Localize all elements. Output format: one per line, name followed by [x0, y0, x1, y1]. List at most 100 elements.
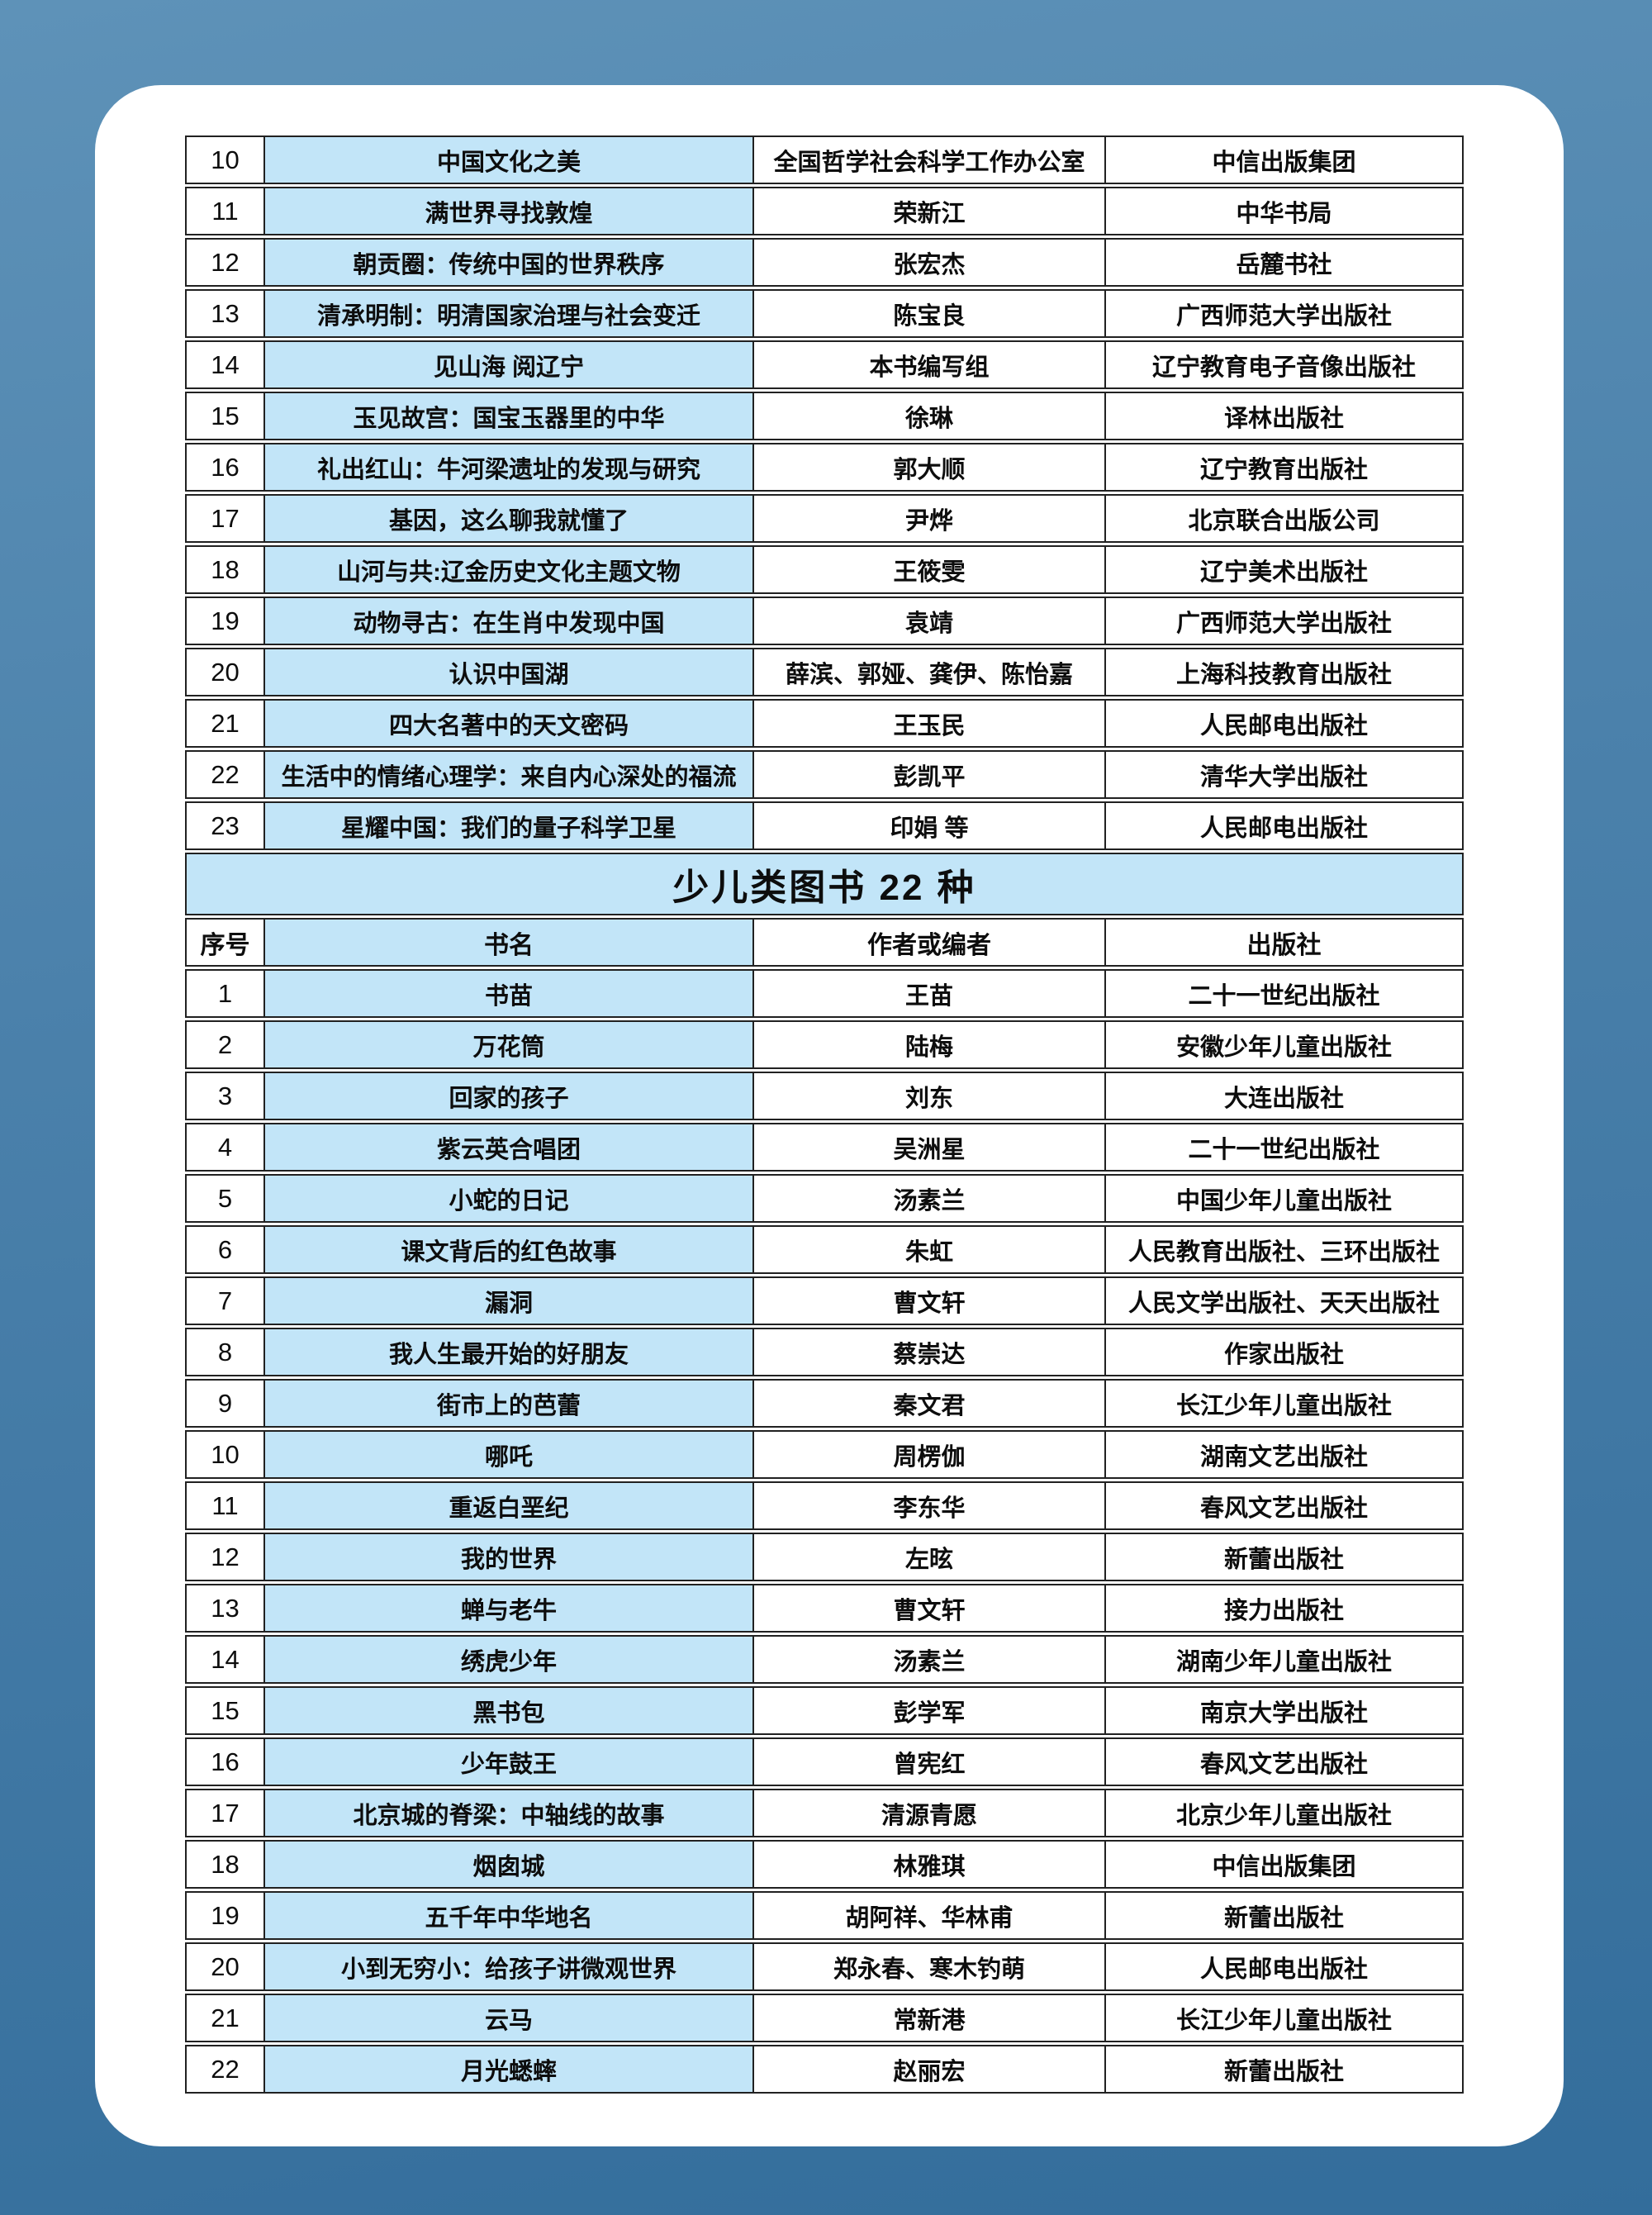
author-cell: 陆梅	[754, 1020, 1106, 1069]
row-number-cell: 17	[185, 1789, 265, 1837]
author-cell: 印娟 等	[754, 801, 1106, 850]
author-cell: 汤素兰	[754, 1174, 1106, 1223]
author-cell: 蔡崇达	[754, 1328, 1106, 1376]
publisher-cell: 春风文艺出版社	[1106, 1737, 1464, 1786]
author-cell: 郑永春、寒木钓萌	[754, 1942, 1106, 1991]
row-number-cell: 21	[185, 1994, 265, 2042]
publisher-cell: 南京大学出版社	[1106, 1686, 1464, 1735]
table-row: 18 烟囱城 林雅琪 中信出版集团	[185, 1840, 1464, 1889]
author-cell: 王玉民	[754, 699, 1106, 748]
table-row: 17 北京城的脊梁：中轴线的故事 清源青愿 北京少年儿童出版社	[185, 1789, 1464, 1837]
table-row: 15 玉见故宫：国宝玉器里的中华 徐琳 译林出版社	[185, 392, 1464, 440]
author-cell: 袁靖	[754, 597, 1106, 645]
table-row: 21 云马 常新港 长江少年儿童出版社	[185, 1994, 1464, 2042]
row-number-cell: 1	[185, 969, 265, 1018]
book-title-cell: 星耀中国：我们的量子科学卫星	[265, 801, 754, 850]
book-title-cell: 云马	[265, 1994, 754, 2042]
publisher-cell: 译林出版社	[1106, 392, 1464, 440]
book-title-cell: 课文背后的红色故事	[265, 1225, 754, 1274]
publisher-cell: 清华大学出版社	[1106, 750, 1464, 799]
book-title-cell: 少年鼓王	[265, 1737, 754, 1786]
row-number-cell: 17	[185, 494, 265, 543]
table-row: 19 动物寻古：在生肖中发现中国 袁靖 广西师范大学出版社	[185, 597, 1464, 645]
publisher-cell: 上海科技教育出版社	[1106, 648, 1464, 696]
publisher-cell: 湖南少年儿童出版社	[1106, 1635, 1464, 1684]
author-cell: 常新港	[754, 1994, 1106, 2042]
row-number-cell: 7	[185, 1276, 265, 1325]
table-row: 3 回家的孩子 刘东 大连出版社	[185, 1072, 1464, 1120]
book-title-cell: 我人生最开始的好朋友	[265, 1328, 754, 1376]
table-row: 4 紫云英合唱团 吴洲星 二十一世纪出版社	[185, 1123, 1464, 1172]
row-number-cell: 3	[185, 1072, 265, 1120]
table-row: 12 我的世界 左昡 新蕾出版社	[185, 1533, 1464, 1581]
book-title-cell: 北京城的脊梁：中轴线的故事	[265, 1789, 754, 1837]
row-number-cell: 15	[185, 1686, 265, 1735]
book-title-cell: 见山海 阅辽宁	[265, 340, 754, 389]
book-title-cell: 蝉与老牛	[265, 1584, 754, 1633]
row-number-cell: 6	[185, 1225, 265, 1274]
author-cell: 本书编写组	[754, 340, 1106, 389]
publisher-cell: 辽宁教育出版社	[1106, 443, 1464, 492]
publisher-cell: 广西师范大学出版社	[1106, 597, 1464, 645]
table-row: 1 书苗 王苗 二十一世纪出版社	[185, 969, 1464, 1018]
book-title-cell: 朝贡圈：传统中国的世界秩序	[265, 238, 754, 287]
author-cell: 陈宝良	[754, 289, 1106, 338]
row-number-cell: 14	[185, 1635, 265, 1684]
publisher-cell: 辽宁教育电子音像出版社	[1106, 340, 1464, 389]
column-header-publisher: 出版社	[1106, 918, 1464, 967]
author-cell: 吴洲星	[754, 1123, 1106, 1172]
book-title-cell: 认识中国湖	[265, 648, 754, 696]
row-number-cell: 13	[185, 289, 265, 338]
author-cell: 薛滨、郭娅、龚伊、陈怡嘉	[754, 648, 1106, 696]
row-number-cell: 23	[185, 801, 265, 850]
publisher-cell: 二十一世纪出版社	[1106, 969, 1464, 1018]
book-title-cell: 书苗	[265, 969, 754, 1018]
column-header-title: 书名	[265, 918, 754, 967]
author-cell: 清源青愿	[754, 1789, 1106, 1837]
book-title-cell: 清承明制：明清国家治理与社会变迁	[265, 289, 754, 338]
row-number-cell: 20	[185, 1942, 265, 1991]
author-cell: 朱虹	[754, 1225, 1106, 1274]
table-row: 21 四大名著中的天文密码 王玉民 人民邮电出版社	[185, 699, 1464, 748]
book-title-cell: 漏洞	[265, 1276, 754, 1325]
table-row: 5 小蛇的日记 汤素兰 中国少年儿童出版社	[185, 1174, 1464, 1223]
author-cell: 郭大顺	[754, 443, 1106, 492]
row-number-cell: 8	[185, 1328, 265, 1376]
row-number-cell: 18	[185, 545, 265, 594]
book-list-table: 10 中国文化之美 全国哲学社会科学工作办公室 中信出版集团 11 满世界寻找敦…	[185, 133, 1464, 2096]
row-number-cell: 22	[185, 2045, 265, 2094]
book-title-cell: 黑书包	[265, 1686, 754, 1735]
publisher-cell: 人民邮电出版社	[1106, 699, 1464, 748]
column-header-row: 序号 书名 作者或编者 出版社	[185, 918, 1464, 967]
author-cell: 王筱雯	[754, 545, 1106, 594]
author-cell: 荣新江	[754, 187, 1106, 235]
column-header-no: 序号	[185, 918, 265, 967]
row-number-cell: 16	[185, 443, 265, 492]
document-page: 10 中国文化之美 全国哲学社会科学工作办公室 中信出版集团 11 满世界寻找敦…	[95, 85, 1564, 2146]
table-row: 9 街市上的芭蕾 秦文君 长江少年儿童出版社	[185, 1379, 1464, 1428]
publisher-cell: 作家出版社	[1106, 1328, 1464, 1376]
table-row: 18 山河与共:辽金历史文化主题文物 王筱雯 辽宁美术出版社	[185, 545, 1464, 594]
book-title-cell: 小到无穷小：给孩子讲微观世界	[265, 1942, 754, 1991]
publisher-cell: 人民文学出版社、天天出版社	[1106, 1276, 1464, 1325]
publisher-cell: 新蕾出版社	[1106, 2045, 1464, 2094]
book-title-cell: 我的世界	[265, 1533, 754, 1581]
publisher-cell: 大连出版社	[1106, 1072, 1464, 1120]
row-number-cell: 9	[185, 1379, 265, 1428]
table-row: 7 漏洞 曹文轩 人民文学出版社、天天出版社	[185, 1276, 1464, 1325]
table-row: 16 少年鼓王 曾宪红 春风文艺出版社	[185, 1737, 1464, 1786]
row-number-cell: 4	[185, 1123, 265, 1172]
row-number-cell: 11	[185, 1481, 265, 1530]
row-number-cell: 12	[185, 1533, 265, 1581]
publisher-cell: 新蕾出版社	[1106, 1891, 1464, 1940]
publisher-cell: 广西师范大学出版社	[1106, 289, 1464, 338]
book-title-cell: 五千年中华地名	[265, 1891, 754, 1940]
author-cell: 李东华	[754, 1481, 1106, 1530]
table-row: 14 绣虎少年 汤素兰 湖南少年儿童出版社	[185, 1635, 1464, 1684]
book-title-cell: 满世界寻找敦煌	[265, 187, 754, 235]
publisher-cell: 人民教育出版社、三环出版社	[1106, 1225, 1464, 1274]
children-books-rows: 1 书苗 王苗 二十一世纪出版社 2 万花筒 陆梅 安徽少年儿童出版社 3 回家…	[185, 969, 1464, 2094]
author-cell: 徐琳	[754, 392, 1106, 440]
book-title-cell: 绣虎少年	[265, 1635, 754, 1684]
table-row: 2 万花筒 陆梅 安徽少年儿童出版社	[185, 1020, 1464, 1069]
